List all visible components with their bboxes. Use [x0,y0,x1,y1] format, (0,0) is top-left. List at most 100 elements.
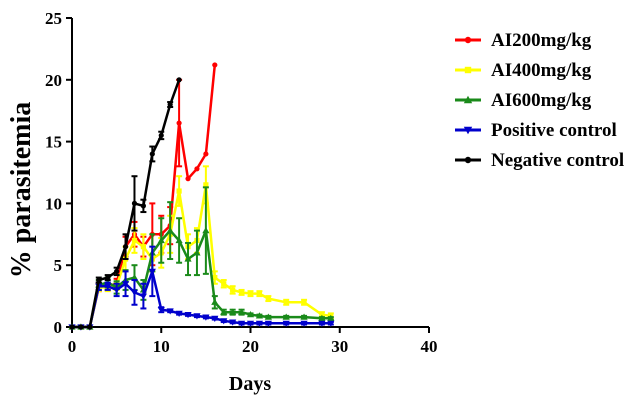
data-point [221,281,227,287]
data-point [203,182,209,188]
legend-marker [463,95,473,104]
data-point [246,320,255,327]
data-point [167,101,173,108]
x-tick-label: 10 [153,337,170,356]
data-point [202,314,210,321]
tick-labels: 0 5 10 15 20 25 0 10 20 30 40 [45,9,438,356]
data-point [300,313,308,320]
data-point [230,287,236,293]
data-point [184,255,192,262]
x-tick-label: 40 [421,337,438,356]
data-point [175,310,183,318]
data-point [105,274,111,281]
data-point [149,151,155,157]
data-point [166,226,174,234]
data-point [166,308,174,315]
legend-item: AI200mg/kg [455,30,592,51]
data-point [203,151,209,157]
data-point [193,313,201,320]
data-point [78,324,84,330]
x-axis-title: Days [229,373,271,395]
data-point [300,320,308,327]
y-tick-label: 10 [45,194,62,213]
data-point [319,312,325,318]
legend-marker [464,36,472,44]
data-point [318,320,326,327]
legend-marker [464,156,472,164]
data-point [265,295,271,302]
series-layer [68,62,335,331]
data-point [96,277,102,283]
data-point [121,281,130,288]
data-point [256,291,263,297]
data-point [229,308,237,315]
legend-marker [464,66,472,74]
data-point [176,77,182,83]
data-point [69,324,75,330]
x-tick-label: 30 [331,337,348,356]
data-point [237,320,246,327]
data-point [211,315,219,322]
legend-item: AI600mg/kg [455,90,592,111]
data-point [220,318,228,325]
data-point [104,283,112,290]
legend-label: AI600mg/kg [491,90,592,111]
data-point [158,132,164,139]
y-tick-label: 0 [54,318,63,337]
data-point [130,273,139,281]
data-point [220,308,228,315]
y-tick-label: 25 [45,9,62,28]
data-point [246,311,255,318]
legend-label: AI400mg/kg [491,60,592,81]
series-line [72,183,331,329]
legend-item: AI400mg/kg [455,60,592,81]
data-point [282,313,290,320]
legend-item: Negative control [455,150,624,171]
data-point [282,320,290,327]
y-tick-label: 15 [45,133,62,152]
data-point [113,287,121,294]
data-point [264,313,272,320]
data-point [237,308,246,315]
axes [66,17,430,333]
data-point [211,298,219,305]
data-point [327,314,335,321]
data-point [301,299,307,305]
data-point [229,319,237,326]
data-point [175,236,183,244]
data-point [148,268,156,275]
data-point [202,226,210,234]
legend-marker [463,126,473,135]
data-point [87,324,93,330]
x-tick-label: 20 [242,337,259,356]
data-point [176,120,182,126]
series-4 [69,77,182,330]
data-point [255,312,264,319]
legend-label: AI200mg/kg [491,30,592,51]
data-point [327,320,335,327]
data-point [176,188,182,194]
data-point [283,299,289,305]
x-tick-label: 0 [68,337,77,356]
legend-label: Positive control [491,120,617,141]
data-point [130,289,139,296]
data-point [114,268,120,274]
data-point [264,320,272,327]
data-point [212,274,218,281]
data-point [255,320,264,327]
data-point [157,236,165,244]
data-point [193,249,201,256]
y-tick-label: 5 [54,256,63,275]
legend: AI200mg/kg AI400mg/kg AI600mg/kg Positive c… [455,30,624,171]
data-point [247,291,254,297]
series-line [72,270,331,329]
data-point [131,200,138,206]
data-point [194,166,200,172]
series-line [72,229,331,329]
data-point [140,244,146,250]
legend-label: Negative control [491,150,624,171]
data-point [131,237,138,244]
y-axis-title: % parasitemia [6,102,37,279]
data-point [212,62,218,68]
